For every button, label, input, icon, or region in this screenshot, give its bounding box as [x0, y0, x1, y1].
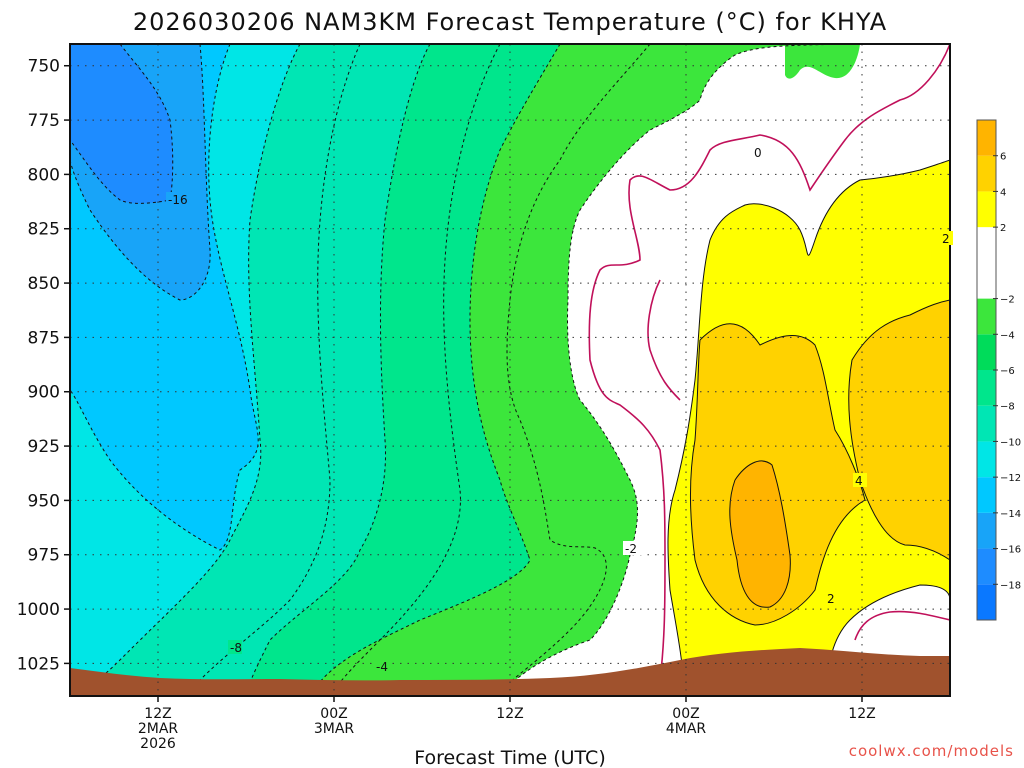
colorbar-tick-label: −12 — [1000, 473, 1021, 484]
colorbar-bin — [977, 227, 996, 299]
colorbar-tick-label: −16 — [1000, 545, 1021, 556]
colorbar-tick-label: −14 — [1000, 509, 1021, 520]
colorbar-tick-label: 4 — [1000, 187, 1006, 198]
contour-line — [667, 159, 950, 696]
colorbar-bin — [977, 191, 996, 228]
colorbar-tick-label: −18 — [1000, 580, 1021, 591]
colorbar-tick-label: −8 — [1000, 402, 1015, 413]
band-4-to-6-right — [848, 300, 950, 560]
colorbar-tick-label: 6 — [1000, 152, 1006, 163]
band-6-to-8-core — [729, 460, 791, 608]
colorbar-tick-label: −10 — [1000, 437, 1021, 448]
colorbar-bin — [977, 441, 996, 478]
contour-label: 0 — [754, 146, 762, 160]
band-4-to-6-left — [690, 323, 865, 625]
freezing-line-segment — [588, 44, 950, 681]
colorbar-tick-label: −6 — [1000, 366, 1015, 377]
y-tick-label: 800 — [28, 165, 60, 185]
contour-line — [729, 460, 791, 608]
freezing-line-segment — [854, 610, 950, 641]
y-tick-label: 950 — [28, 491, 60, 511]
colorbar-bin — [977, 477, 996, 513]
contour-line — [689, 323, 866, 626]
x-tick-label: 12Z — [848, 706, 875, 722]
colorbar-tick-label: −2 — [1000, 295, 1015, 306]
contour-label: -2 — [625, 542, 637, 556]
y-tick-label: 750 — [28, 57, 60, 77]
contour-label: 2 — [827, 592, 835, 606]
x-tick-label: 00Z — [672, 706, 699, 722]
contour-label: -8 — [230, 641, 242, 655]
contour-line — [309, 44, 561, 696]
freezing-line-segment — [647, 279, 681, 401]
y-tick-label: 925 — [28, 437, 60, 457]
x-tick-label: 00Z — [320, 706, 347, 722]
freezing-line — [588, 44, 950, 681]
band-minus-18-to-minus-16 — [70, 44, 173, 204]
contour-line — [199, 44, 361, 681]
x-tick-label: 3MAR — [314, 721, 355, 737]
contour-line — [70, 44, 211, 301]
colorbar-bin — [977, 120, 996, 156]
colorbar-bin — [977, 548, 996, 585]
y-axis: 750 775 800 825 850 875 900 925 950 975 1000 1025 — [17, 57, 70, 674]
terrain — [70, 648, 950, 696]
y-tick-label: 875 — [28, 328, 60, 348]
contour-line — [244, 44, 431, 696]
colorbar-bin — [977, 155, 996, 192]
y-tick-label: 1025 — [17, 654, 60, 674]
colorbar-bin — [977, 584, 996, 620]
y-tick-label: 900 — [28, 383, 60, 403]
chart-title: 2026030206 NAM3KM Forecast Temperature (… — [133, 8, 887, 36]
contour-line — [499, 44, 950, 696]
contour-label: -4 — [376, 660, 388, 674]
contour-label: -16 — [168, 193, 188, 207]
colorbar-tick-label: 2 — [1000, 223, 1006, 234]
y-tick-label: 975 — [28, 546, 60, 566]
colorbar-bin — [977, 370, 996, 406]
plot-area — [70, 44, 950, 696]
x-tick-label: 12Z — [144, 706, 171, 722]
contour-line — [848, 299, 950, 561]
contour-label: 2 — [942, 232, 950, 246]
negative-contours — [70, 44, 950, 696]
x-tick-label: 2026 — [140, 736, 176, 752]
credit-watermark: coolwx.com/models — [849, 742, 1014, 760]
y-tick-label: 775 — [28, 111, 60, 131]
colorbar-bin — [977, 512, 996, 549]
x-tick-label: 4MAR — [666, 721, 707, 737]
y-tick-label: 1000 — [17, 600, 60, 620]
colorbar: 6 4 2 −2 −4 −6 −8 −10 −12 −14 −16 −18 — [976, 119, 1021, 621]
colorbar-bin — [977, 405, 996, 442]
x-tick-label: 2MAR — [138, 721, 179, 737]
colorbar-bin — [977, 334, 996, 370]
x-tick-label: 12Z — [496, 706, 523, 722]
contour-labels: -16 -8 -4 -2 0 2 2 4 — [166, 145, 953, 674]
colorbar-bin — [977, 298, 996, 335]
contour-label: 4 — [855, 474, 863, 488]
y-tick-label: 825 — [28, 220, 60, 240]
y-tick-label: 850 — [28, 274, 60, 294]
contour-line — [494, 44, 651, 696]
colorbar-tick-label: −4 — [1000, 330, 1015, 341]
contour-line — [70, 44, 301, 696]
contour-line — [70, 44, 259, 551]
x-axis-label: Forecast Time (UTC) — [414, 747, 605, 768]
green-pocket-top — [785, 44, 860, 79]
